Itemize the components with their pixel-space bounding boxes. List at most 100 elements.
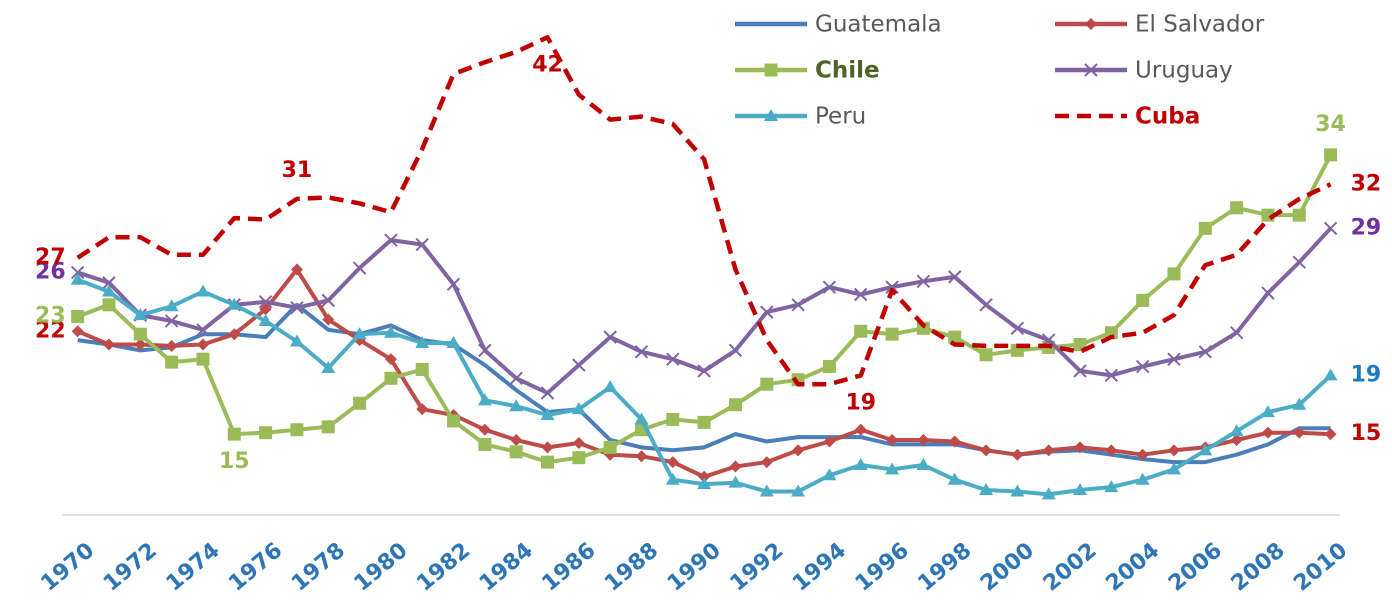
marker <box>979 348 993 362</box>
data-label: 19 <box>845 390 876 415</box>
data-label: 42 <box>532 52 563 77</box>
x-tick-label: 2008 <box>1227 538 1290 597</box>
marker <box>1323 221 1338 236</box>
marker <box>1136 448 1149 461</box>
marker <box>1166 462 1181 475</box>
marker <box>760 305 774 319</box>
marker <box>540 408 555 421</box>
x-tick-label: 1992 <box>726 538 789 597</box>
x-tick-label: 1994 <box>788 538 851 597</box>
data-label: 19 <box>1351 362 1382 387</box>
marker <box>916 458 931 471</box>
marker <box>384 353 397 366</box>
marker <box>791 484 806 497</box>
marker <box>478 343 492 358</box>
marker <box>1073 364 1087 378</box>
marker <box>634 345 649 359</box>
data-label: 34 <box>1315 112 1346 137</box>
marker <box>698 470 711 483</box>
data-label: 15 <box>219 449 250 474</box>
marker <box>541 455 555 469</box>
marker <box>321 293 335 308</box>
marker <box>101 284 116 297</box>
series-line <box>76 35 1332 387</box>
marker <box>1074 441 1087 454</box>
marker <box>71 310 85 324</box>
marker <box>71 325 84 338</box>
marker <box>1136 293 1150 307</box>
marker <box>1010 484 1025 497</box>
marker <box>1292 255 1306 269</box>
data-label: 22 <box>35 318 66 343</box>
marker <box>290 301 304 315</box>
marker <box>416 403 429 416</box>
legend-label: Guatemala <box>815 12 942 38</box>
marker <box>603 380 618 393</box>
marker <box>478 423 491 436</box>
marker <box>823 435 836 448</box>
marker <box>447 414 461 428</box>
marker <box>760 377 774 391</box>
marker <box>446 336 461 349</box>
marker <box>1104 368 1119 383</box>
marker <box>885 462 900 475</box>
marker <box>571 402 586 415</box>
marker <box>948 435 961 448</box>
marker <box>917 434 930 447</box>
data-label: 23 <box>35 304 66 329</box>
marker <box>764 63 778 77</box>
marker <box>228 328 241 341</box>
marker <box>1261 286 1275 300</box>
x-tick-label: 2004 <box>1101 538 1164 597</box>
x-tick-label: 1980 <box>350 538 413 597</box>
marker <box>1229 326 1244 340</box>
marker <box>1324 428 1337 441</box>
marker <box>1085 18 1097 30</box>
x-tick-label: 2000 <box>976 538 1039 597</box>
marker <box>133 308 148 321</box>
marker <box>572 451 586 465</box>
marker <box>822 280 837 294</box>
marker <box>854 324 868 338</box>
marker <box>478 437 492 451</box>
marker <box>165 355 179 369</box>
marker <box>947 472 962 485</box>
marker <box>1198 221 1212 235</box>
x-tick-label: 1982 <box>412 538 475 597</box>
marker <box>1230 201 1244 215</box>
marker <box>1135 472 1150 485</box>
marker <box>634 412 649 425</box>
marker <box>1042 444 1055 457</box>
marker <box>227 427 241 441</box>
marker <box>886 434 899 447</box>
marker <box>415 336 430 349</box>
marker <box>792 444 805 457</box>
x-tick-label: 1986 <box>538 538 601 597</box>
marker <box>1010 321 1025 336</box>
x-tick-label: 1996 <box>851 538 914 597</box>
marker <box>728 343 743 358</box>
marker <box>102 298 116 312</box>
marker <box>1104 326 1118 340</box>
x-tick-label: 2010 <box>1289 538 1352 597</box>
marker <box>196 323 210 337</box>
x-tick-label: 1988 <box>600 538 663 597</box>
marker <box>259 426 273 440</box>
marker <box>415 362 429 376</box>
marker <box>948 330 962 344</box>
marker <box>948 270 962 284</box>
marker <box>1292 208 1306 222</box>
x-tick-label: 2006 <box>1164 538 1227 597</box>
marker <box>916 274 931 288</box>
marker <box>666 456 679 469</box>
marker <box>980 444 993 457</box>
marker <box>1073 483 1088 496</box>
legend-label: Uruguay <box>1135 58 1233 84</box>
x-tick-label: 1990 <box>663 538 726 597</box>
data-label: 15 <box>1351 421 1382 446</box>
marker <box>322 313 335 326</box>
marker <box>1073 337 1087 351</box>
marker <box>509 371 523 385</box>
marker <box>1229 424 1244 437</box>
marker <box>510 434 523 447</box>
